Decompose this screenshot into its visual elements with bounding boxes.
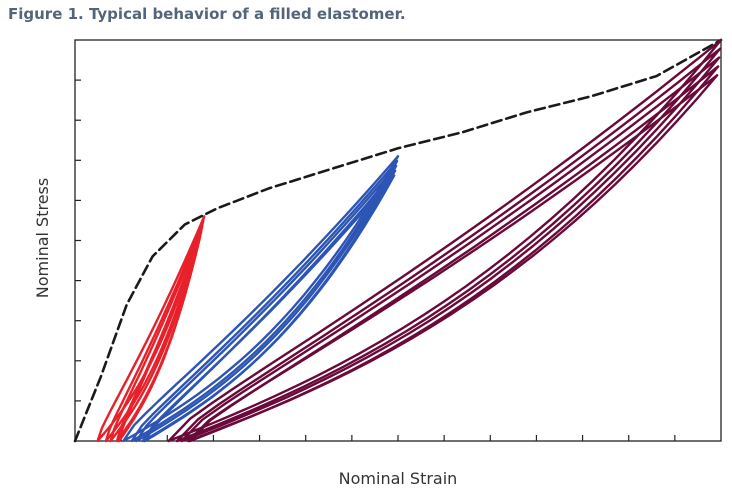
cycle-loop-2 (141, 174, 396, 443)
y-axis-label: Nominal Stress (33, 178, 52, 298)
cycle-loop-1 (109, 224, 204, 443)
series-layer (73, 38, 723, 443)
cycle-loop-2 (122, 155, 400, 443)
plot-frame (74, 39, 722, 442)
cycle-loop-3 (175, 47, 722, 443)
cycle-loop-3 (186, 74, 719, 443)
x-axis-label: Nominal Strain (339, 469, 458, 488)
envelope-line (73, 38, 723, 443)
y-axis-ticks (75, 79, 81, 402)
cycle-loop-2 (135, 164, 398, 443)
cycle-loop-1 (115, 234, 202, 443)
cycle-loop-3 (180, 56, 721, 443)
cycle-loop-1 (96, 215, 206, 443)
cycle-loop-1 (104, 220, 205, 443)
cycle-loop-3 (167, 38, 723, 443)
x-axis-ticks (120, 435, 676, 441)
figure-title: Figure 1. Typical behavior of a filled e… (8, 5, 406, 23)
cycle-loop-2 (130, 159, 399, 443)
